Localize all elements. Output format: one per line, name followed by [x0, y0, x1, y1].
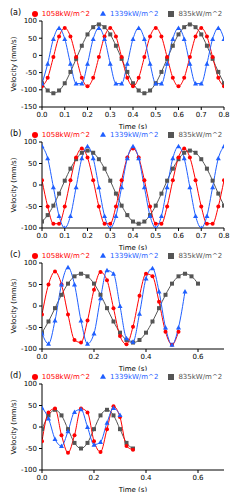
- svg-text:-50: -50: [26, 445, 37, 453]
- svg-text:0.2: 0.2: [88, 353, 99, 361]
- html-text:(a): (a): [10, 8, 22, 17]
- html-text:1058kW/m^2: 1058kW/m^2: [41, 252, 91, 260]
- html-text:(c): (c): [10, 250, 21, 259]
- svg-text:0.6: 0.6: [192, 353, 204, 361]
- svg-text:Velocity (mm/s): Velocity (mm/s): [10, 278, 18, 333]
- html-text:1058kW/m^2: 1058kW/m^2: [41, 10, 91, 18]
- svg-text:Velocity (mm/s): Velocity (mm/s): [10, 36, 18, 91]
- svg-text:0.6: 0.6: [173, 232, 185, 240]
- svg-text:0.4: 0.4: [127, 232, 139, 240]
- svg-text:-50: -50: [26, 203, 37, 211]
- svg-text:100: 100: [24, 380, 37, 388]
- svg-text:-100: -100: [21, 345, 37, 353]
- svg-text:0.0: 0.0: [36, 474, 47, 482]
- svg-text:0.4: 0.4: [140, 474, 152, 482]
- svg-text:0: 0: [33, 423, 37, 431]
- svg-text:0.4: 0.4: [140, 353, 152, 361]
- svg-text:-150: -150: [21, 103, 37, 111]
- html-text:835kW/m^2: 835kW/m^2: [178, 131, 223, 139]
- svg-text:100: 100: [24, 259, 37, 267]
- html-text:1339kW/m^2: 1339kW/m^2: [110, 373, 159, 381]
- svg-text:0.4: 0.4: [127, 111, 139, 119]
- svg-text:0.1: 0.1: [59, 111, 70, 119]
- svg-text:Time (s): Time (s): [118, 123, 148, 129]
- svg-text:0.0: 0.0: [36, 111, 47, 119]
- html-text:835kW/m^2: 835kW/m^2: [178, 252, 223, 260]
- html-text:1339kW/m^2: 1339kW/m^2: [110, 252, 159, 260]
- svg-text:Velocity (mm/s): Velocity (mm/s): [10, 157, 18, 212]
- svg-text:Velocity (mm/s): Velocity (mm/s): [10, 399, 18, 454]
- svg-text:-100: -100: [21, 86, 37, 94]
- svg-text:0: 0: [33, 181, 37, 189]
- html-text:1339kW/m^2: 1339kW/m^2: [110, 10, 159, 18]
- svg-text:-100: -100: [21, 466, 37, 474]
- svg-text:0.6: 0.6: [192, 474, 204, 482]
- svg-text:0.8: 0.8: [218, 111, 229, 119]
- svg-text:Time (s): Time (s): [118, 244, 148, 250]
- svg-text:0.2: 0.2: [82, 232, 93, 240]
- svg-text:100: 100: [24, 17, 37, 25]
- html-text:(b): (b): [10, 129, 22, 138]
- svg-text:-50: -50: [26, 324, 37, 332]
- svg-text:0: 0: [33, 302, 37, 310]
- svg-text:0.6: 0.6: [173, 111, 185, 119]
- html-text:835kW/m^2: 835kW/m^2: [178, 10, 223, 18]
- svg-text:0.5: 0.5: [150, 111, 161, 119]
- svg-text:0.0: 0.0: [36, 353, 47, 361]
- svg-text:0: 0: [33, 52, 37, 60]
- svg-text:0.3: 0.3: [105, 111, 116, 119]
- svg-text:-100: -100: [21, 224, 37, 232]
- svg-text:50: 50: [28, 160, 37, 168]
- svg-text:100: 100: [24, 138, 37, 146]
- svg-text:0.1: 0.1: [59, 232, 70, 240]
- svg-text:50: 50: [28, 281, 37, 289]
- svg-text:0.3: 0.3: [105, 232, 116, 240]
- svg-text:50: 50: [28, 35, 37, 43]
- svg-text:-50: -50: [26, 69, 37, 77]
- svg-text:Time (s): Time (s): [118, 486, 148, 492]
- html-text:1058kW/m^2: 1058kW/m^2: [41, 131, 91, 139]
- svg-text:0.0: 0.0: [36, 232, 47, 240]
- html-text:(d): (d): [10, 371, 22, 380]
- svg-text:0.7: 0.7: [196, 232, 207, 240]
- html-text:1339kW/m^2: 1339kW/m^2: [110, 131, 159, 139]
- html-text:1058kW/m^2: 1058kW/m^2: [41, 373, 91, 381]
- html-text:835kW/m^2: 835kW/m^2: [178, 373, 223, 381]
- svg-text:0.8: 0.8: [218, 232, 229, 240]
- svg-text:0.2: 0.2: [82, 111, 93, 119]
- svg-text:0.7: 0.7: [196, 111, 207, 119]
- svg-text:0.2: 0.2: [88, 474, 99, 482]
- svg-text:0.5: 0.5: [150, 232, 161, 240]
- svg-text:Time (s): Time (s): [118, 365, 148, 371]
- svg-text:50: 50: [28, 402, 37, 410]
